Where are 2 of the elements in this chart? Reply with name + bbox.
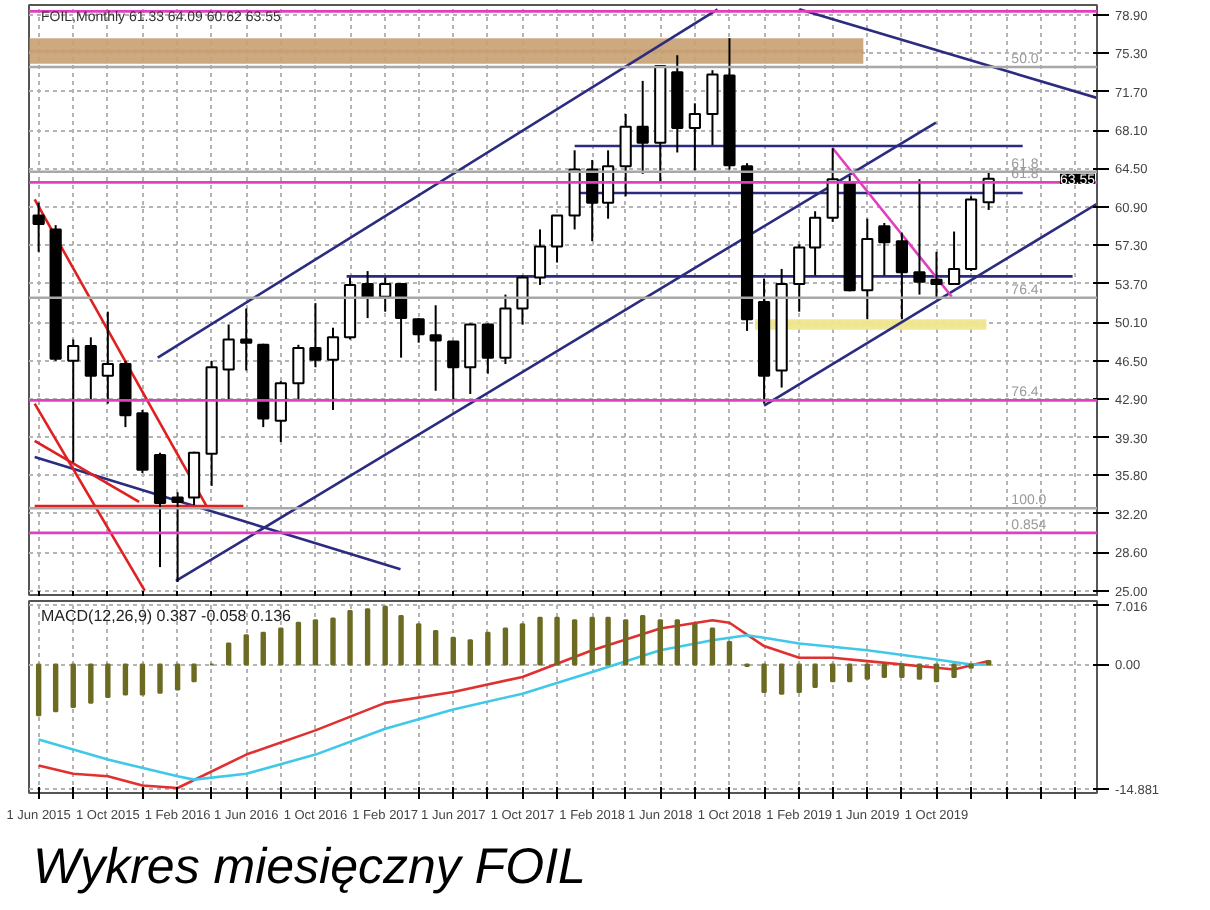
text: Wykres miesięczny FOIL [33, 839, 586, 895]
chart-title: MACD(12,26,9) 0.387 -0.058 0.136 [41, 607, 293, 625]
